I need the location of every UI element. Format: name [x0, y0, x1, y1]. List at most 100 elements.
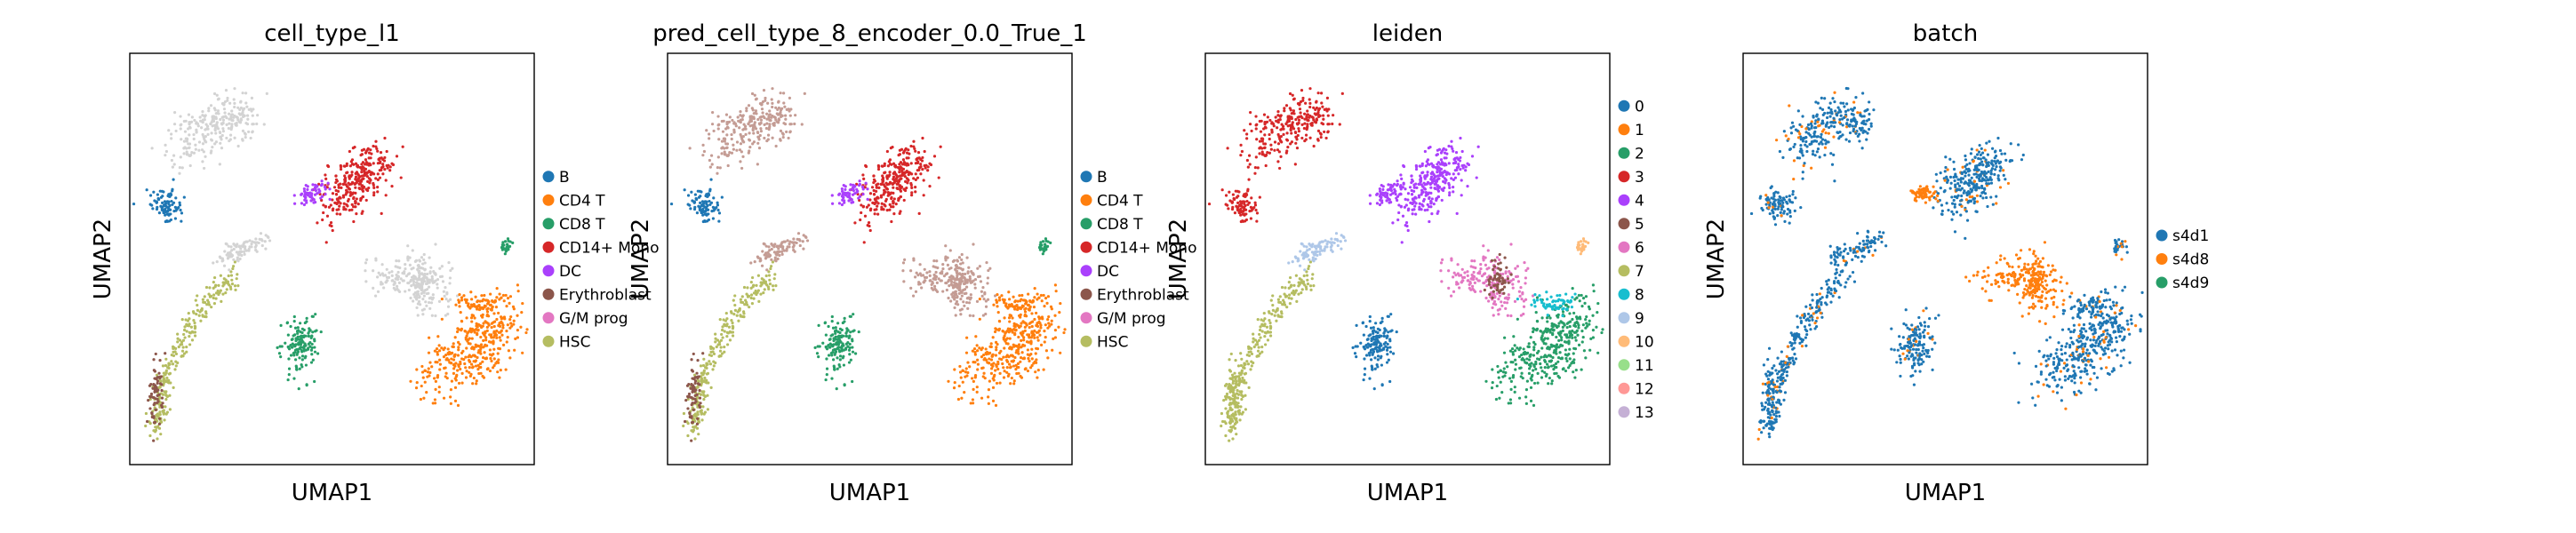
data-point [297, 386, 300, 391]
scatter-points [1207, 87, 1604, 442]
data-point [1268, 118, 1272, 123]
data-point [748, 124, 752, 128]
data-point [990, 367, 994, 370]
data-point [1047, 314, 1051, 319]
data-point [228, 251, 232, 254]
data-point [186, 137, 189, 141]
data-point [224, 89, 228, 92]
data-point [700, 377, 704, 380]
data-point [1544, 374, 1548, 378]
data-point [1005, 354, 1009, 357]
data-point [690, 439, 693, 442]
data-point [1574, 369, 1578, 372]
data-point [242, 243, 245, 246]
data-point [941, 290, 945, 293]
data-point [838, 330, 842, 335]
data-point [449, 395, 452, 399]
data-point [197, 140, 202, 144]
data-point [731, 330, 735, 334]
data-point [268, 239, 272, 243]
data-point [910, 191, 914, 195]
data-point [968, 274, 972, 278]
data-point [1534, 362, 1538, 366]
data-point [213, 128, 217, 132]
data-point [1538, 358, 1541, 362]
data-point [434, 379, 437, 384]
data-point [329, 203, 332, 207]
data-point [877, 186, 881, 189]
data-point [316, 352, 320, 355]
data-point [966, 297, 970, 300]
data-point [690, 403, 693, 407]
data-point [428, 361, 432, 364]
data-point [172, 386, 175, 389]
data-point [364, 187, 368, 191]
data-point [957, 291, 961, 295]
data-point [1400, 177, 1404, 181]
data-point [242, 113, 245, 117]
data-point [834, 347, 837, 351]
data-point [1452, 172, 1455, 176]
data-point [1543, 354, 1547, 357]
data-point [739, 142, 743, 146]
data-point [1530, 378, 1533, 382]
data-point [473, 330, 476, 334]
data-point [1452, 186, 1455, 189]
data-point [203, 295, 206, 298]
data-point [436, 351, 439, 354]
data-point [1279, 128, 1283, 131]
data-point [158, 412, 162, 417]
data-point [1429, 186, 1433, 189]
data-point [444, 314, 447, 317]
data-point [292, 202, 297, 205]
data-point [830, 377, 834, 380]
data-point [1554, 362, 1558, 365]
data-point [1012, 360, 1015, 363]
data-point [237, 253, 241, 257]
data-point [1406, 192, 1411, 195]
data-point [428, 300, 431, 305]
data-point [199, 319, 203, 322]
data-point [227, 255, 231, 259]
data-point [1580, 305, 1584, 308]
data-point [901, 158, 906, 162]
data-point [476, 355, 479, 360]
data-point [1454, 151, 1459, 155]
data-point [1410, 174, 1413, 178]
data-point [156, 388, 160, 392]
data-point [406, 259, 410, 262]
data-point [524, 330, 528, 335]
data-point [692, 414, 696, 418]
data-point [1044, 245, 1047, 249]
data-point [1508, 402, 1513, 405]
data-point [1552, 368, 1556, 371]
data-point [963, 304, 966, 307]
data-point [980, 290, 983, 293]
data-point [958, 282, 962, 286]
data-point [1509, 387, 1513, 392]
data-point [171, 362, 175, 366]
data-point [1414, 212, 1418, 216]
data-point [846, 340, 850, 345]
legend-marker [1080, 312, 1092, 324]
data-point [880, 202, 884, 205]
data-point [408, 256, 412, 259]
data-point [1396, 182, 1399, 187]
data-point [217, 292, 220, 297]
data-point [449, 268, 452, 273]
data-point [1012, 379, 1016, 383]
data-point [492, 363, 496, 368]
data-point [211, 145, 214, 149]
data-point [1029, 366, 1033, 370]
data-point [764, 126, 768, 131]
data-point [832, 338, 836, 343]
data-point [1572, 358, 1576, 362]
data-point [204, 135, 207, 139]
data-point [731, 324, 734, 328]
data-point [1030, 363, 1034, 368]
data-point [1260, 139, 1264, 143]
data-point [180, 138, 183, 141]
data-point [415, 368, 419, 371]
data-point [320, 179, 324, 183]
data-point [247, 107, 251, 111]
